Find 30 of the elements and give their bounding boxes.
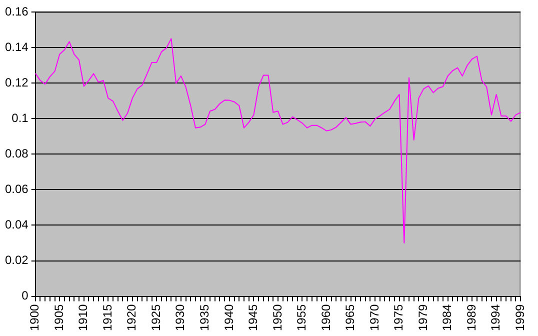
x-tick-label: 1920 (124, 304, 139, 332)
x-tick-label: 1984 (440, 304, 454, 332)
x-tick-label: 1965 (343, 304, 358, 332)
x-tick-label: 1994 (488, 304, 503, 332)
y-tick-label: 0.16 (4, 4, 29, 18)
y-tick-label: 0.1 (12, 110, 29, 125)
x-tick-label: 1989 (464, 304, 478, 332)
x-tick-label: 1905 (52, 304, 66, 332)
y-tick-label: 0.02 (4, 253, 29, 268)
y-tick-label: 0.04 (4, 218, 29, 232)
x-tick-label: 1979 (416, 304, 430, 332)
x-tick-label: 1955 (294, 304, 309, 332)
x-tick-label: 1999 (512, 304, 527, 332)
x-tick-label: 1925 (148, 304, 163, 332)
x-tick-label: 1935 (198, 304, 212, 332)
x-tick-label: 1910 (76, 304, 90, 332)
x-tick-label: 1945 (246, 304, 260, 332)
x-tick-label: 1970 (367, 304, 382, 332)
y-tick-label: 0.14 (4, 40, 29, 54)
x-tick-label: 1930 (173, 304, 188, 332)
x-tick-label: 1940 (222, 304, 236, 332)
x-tick-label: 1960 (318, 304, 333, 332)
y-tick-label: 0.12 (4, 75, 29, 90)
x-tick-label: 1915 (100, 304, 114, 332)
y-tick-label: 0.06 (4, 182, 29, 196)
y-tick-label: 0 (22, 288, 29, 303)
x-tick-label: 1950 (270, 304, 284, 332)
y-tick-label: 0.08 (4, 146, 29, 160)
x-tick-label: 1900 (28, 304, 42, 332)
x-tick-label: 1975 (392, 304, 406, 332)
